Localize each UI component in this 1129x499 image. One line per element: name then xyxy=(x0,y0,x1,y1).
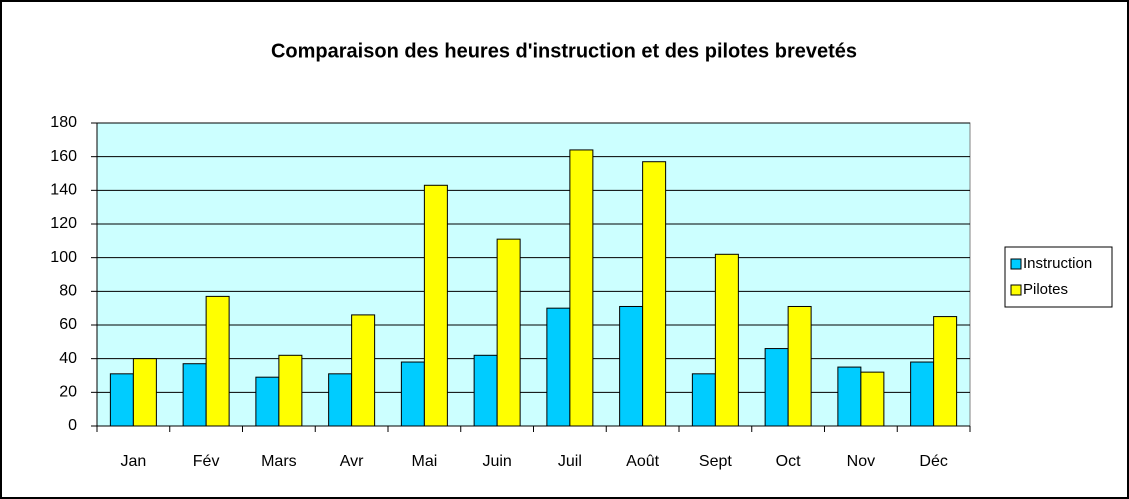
bar xyxy=(473,354,498,427)
bar xyxy=(714,253,739,427)
bar xyxy=(496,238,521,427)
bar xyxy=(691,373,716,427)
bar xyxy=(619,305,644,427)
y-tick-label: 100 xyxy=(50,249,77,266)
bar xyxy=(642,161,667,427)
y-tick-label: 20 xyxy=(59,384,77,401)
bar xyxy=(351,314,376,427)
bar xyxy=(787,305,812,427)
plot-area xyxy=(96,122,971,427)
legend-label: Instruction xyxy=(1023,255,1092,272)
x-tick-label: Oct xyxy=(776,453,801,470)
y-tick-label: 180 xyxy=(50,114,77,131)
x-tick-label: Jan xyxy=(120,453,146,470)
bar xyxy=(910,361,935,427)
y-tick-label: 120 xyxy=(50,215,77,232)
legend-swatch xyxy=(1010,258,1022,270)
bar xyxy=(182,363,207,427)
bar xyxy=(837,366,862,427)
x-tick-label: Déc xyxy=(919,453,947,470)
x-tick-label: Avr xyxy=(340,453,364,470)
x-tick-label: Août xyxy=(626,453,659,470)
bar xyxy=(764,348,789,427)
x-tick-label: Mai xyxy=(411,453,437,470)
bar xyxy=(860,371,885,427)
x-tick-label: Juil xyxy=(558,453,582,470)
bar xyxy=(328,373,353,427)
bar xyxy=(569,149,594,427)
bar xyxy=(132,358,157,427)
bar xyxy=(109,373,134,427)
y-tick-label: 80 xyxy=(59,283,77,300)
x-tick-label: Nov xyxy=(847,453,875,470)
bar xyxy=(423,184,448,427)
y-tick-label: 40 xyxy=(59,350,77,367)
legend-box xyxy=(1004,246,1113,308)
bar xyxy=(933,316,958,427)
y-tick-label: 140 xyxy=(50,182,77,199)
y-tick-label: 160 xyxy=(50,148,77,165)
bar xyxy=(205,295,230,427)
x-tick-label: Sept xyxy=(699,453,732,470)
y-tick-label: 60 xyxy=(59,316,77,333)
legend-label: Pilotes xyxy=(1023,281,1068,298)
x-tick-label: Mars xyxy=(261,453,297,470)
y-tick-label: 0 xyxy=(68,417,77,434)
x-tick-label: Fév xyxy=(193,453,220,470)
chart-title: Comparaison des heures d'instruction et … xyxy=(271,40,857,62)
bar xyxy=(400,361,425,427)
x-tick-label: Juin xyxy=(482,453,511,470)
bar xyxy=(278,354,303,427)
legend-swatch xyxy=(1010,284,1022,296)
bar xyxy=(546,307,571,427)
bar xyxy=(255,376,280,427)
